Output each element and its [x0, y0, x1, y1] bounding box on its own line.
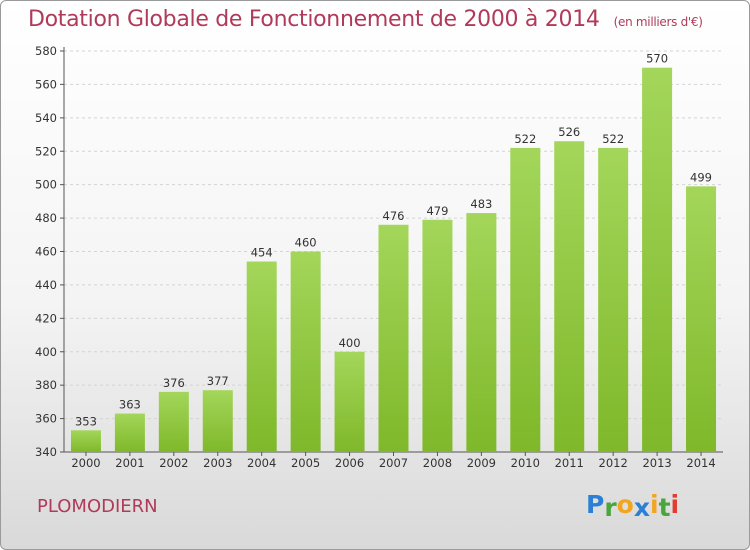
x-tick-label: 2012: [599, 456, 628, 470]
chart-title-text: Dotation Globale de Fonctionnement de 20…: [28, 7, 600, 32]
x-tick-label: 2002: [159, 456, 188, 470]
y-tick-label: 420: [35, 311, 57, 325]
y-tick-label: 520: [35, 144, 57, 158]
y-tick-label: 440: [35, 278, 57, 292]
y-tick-label: 540: [35, 111, 57, 125]
data-label-2011: 526: [558, 125, 580, 139]
x-tick-label: 2006: [335, 456, 364, 470]
x-tick-label: 2008: [423, 456, 452, 470]
logo-letter: i: [670, 490, 680, 519]
data-label-2001: 363: [119, 398, 141, 412]
bar-2011: [554, 141, 585, 452]
logo-letter: r: [604, 493, 617, 522]
logo-letter: i: [650, 490, 659, 519]
x-tick-label: 2014: [686, 456, 715, 470]
bar-2004: [246, 261, 277, 452]
chart-subtitle: (en milliers d'€): [613, 15, 703, 29]
logo-letter: o: [616, 490, 634, 519]
data-label-2013: 570: [646, 52, 668, 66]
logo-letter: x: [633, 493, 650, 522]
chart-title: Dotation Globale de Fonctionnement de 20…: [28, 7, 703, 32]
y-tick-label: 380: [35, 378, 57, 392]
x-tick-label: 2004: [247, 456, 276, 470]
bar-2005: [290, 251, 321, 452]
y-tick-label: 360: [35, 412, 57, 426]
data-label-2006: 400: [339, 336, 361, 350]
x-tick-label: 2007: [379, 456, 408, 470]
data-label-2009: 483: [470, 197, 492, 211]
bar-2006: [334, 351, 365, 452]
logo-letter: P: [586, 490, 605, 519]
x-tick-label: 2003: [203, 456, 232, 470]
data-label-2000: 353: [75, 414, 97, 428]
data-label-2010: 522: [514, 132, 536, 146]
y-tick-label: 580: [35, 44, 57, 58]
data-label-2004: 454: [251, 246, 273, 260]
bar-2013: [642, 67, 673, 452]
bar-2002: [158, 391, 189, 452]
x-tick-label: 2010: [511, 456, 540, 470]
bars: [70, 67, 717, 453]
y-tick-label: 480: [35, 211, 57, 225]
data-label-2008: 479: [426, 204, 448, 218]
x-tick-label: 2001: [115, 456, 144, 470]
y-tick-label: 460: [35, 245, 57, 259]
data-label-2007: 476: [383, 209, 405, 223]
bar-2007: [378, 224, 409, 452]
proxiti-logo: Proxiti: [586, 490, 680, 522]
x-tick-label: 2013: [642, 456, 671, 470]
bar-2001: [114, 413, 145, 452]
data-label-2005: 460: [295, 236, 317, 250]
y-tick-label: 400: [35, 345, 57, 359]
x-tick-label: 2009: [467, 456, 496, 470]
bar-2010: [510, 147, 541, 453]
bar-2012: [598, 147, 629, 453]
y-tick-label: 340: [35, 445, 57, 459]
x-tick-label: 2011: [555, 456, 584, 470]
y-tick-label: 500: [35, 178, 57, 192]
bar-2000: [70, 430, 101, 452]
x-tick-label: 2000: [71, 456, 100, 470]
x-tick-label: 2005: [291, 456, 320, 470]
data-label-2003: 377: [207, 374, 229, 388]
logo-letter: t: [658, 493, 671, 522]
commune-name: PLOMODIERN: [37, 496, 158, 517]
data-label-2014: 499: [690, 170, 712, 184]
bar-2003: [202, 390, 233, 452]
bar-2009: [466, 213, 497, 452]
bar-2008: [422, 219, 453, 452]
data-label-2012: 522: [602, 132, 624, 146]
y-tick-label: 560: [35, 77, 57, 91]
data-labels: 353 363 376 377 454 460 400 476 479 483 522 526 522 5…: [75, 52, 712, 429]
bar-2014: [686, 186, 717, 452]
data-label-2002: 376: [163, 376, 185, 390]
